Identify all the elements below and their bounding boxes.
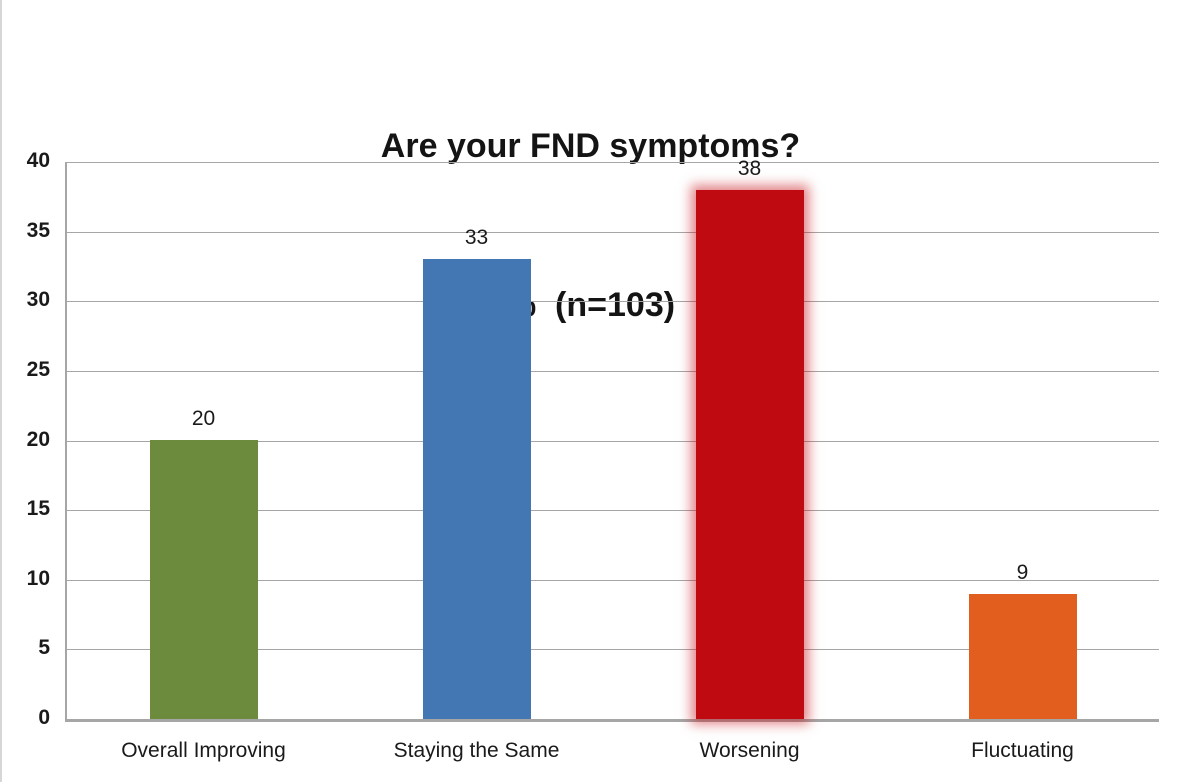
gridline-30 — [67, 301, 1159, 303]
y-axis: 0 5 10 15 20 25 30 35 40 — [2, 149, 50, 729]
gridline-40 — [67, 162, 1159, 163]
bar-value-label: 9 — [1016, 561, 1029, 584]
category-label: Staying the Same — [393, 739, 560, 762]
gridline-10 — [67, 579, 1159, 581]
bar-value-label: 38 — [737, 157, 762, 180]
y-tick-label-5: 5 — [38, 636, 50, 660]
category-label: Overall Improving — [121, 739, 286, 762]
bar-worsening — [696, 190, 804, 719]
y-tick-label-20: 20 — [26, 427, 50, 451]
plot-area: 20 Overall Improving 33 Staying the Same 38 W… — [65, 157, 1159, 762]
chart-title-line1: Are your FND symptoms? — [380, 127, 801, 165]
bar-fluctuating — [969, 594, 1077, 719]
y-tick-label-10: 10 — [26, 566, 50, 590]
gridline-15 — [67, 510, 1159, 512]
bar-staying-the-same — [423, 259, 531, 719]
y-tick-label-15: 15 — [26, 497, 50, 521]
bar-value-label: 20 — [191, 407, 216, 430]
gridline-35 — [67, 231, 1159, 233]
bar-overall-improving — [150, 440, 258, 719]
y-tick-label-0: 0 — [38, 706, 50, 729]
bar-value-label: 33 — [464, 226, 489, 249]
gridline-5 — [67, 649, 1159, 651]
gridline-20 — [67, 440, 1159, 442]
gridline-25 — [67, 370, 1159, 372]
category-label: Fluctuating — [971, 739, 1074, 762]
y-tick-label-35: 35 — [26, 218, 50, 242]
y-tick-label-30: 30 — [26, 288, 50, 312]
category-label: Worsening — [699, 739, 800, 762]
y-tick-label-40: 40 — [26, 149, 50, 172]
y-tick-label-25: 25 — [26, 357, 50, 381]
